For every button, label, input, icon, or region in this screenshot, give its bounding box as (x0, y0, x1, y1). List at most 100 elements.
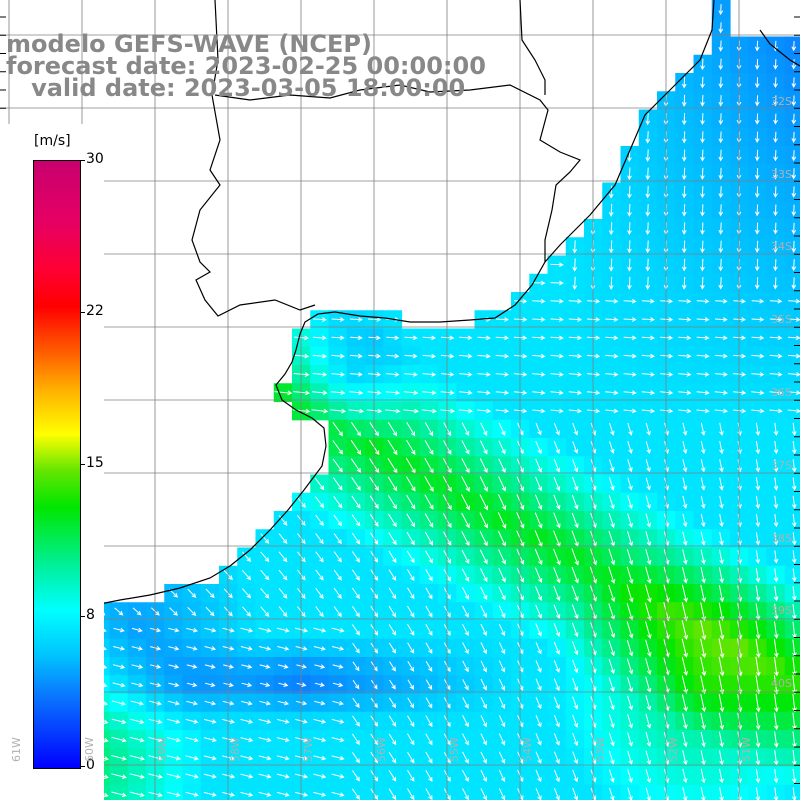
wind-arrow (755, 422, 761, 437)
wind-arrow (258, 791, 272, 797)
wind-arrow (535, 751, 542, 764)
wind-arrow (462, 623, 469, 637)
wind-arrow (623, 353, 637, 359)
wind-cell (182, 784, 202, 800)
wind-arrow (773, 787, 779, 800)
wind-arrow (572, 476, 579, 492)
wind-cell (255, 784, 275, 800)
wind-arrow (313, 627, 327, 633)
wind-arrow (627, 422, 633, 436)
wind-cell (784, 164, 800, 184)
wind-arrow (477, 335, 491, 341)
wind-arrow (773, 59, 778, 70)
border-river-uruguay (191, 0, 316, 317)
wind-arrow (498, 567, 506, 583)
wind-arrow (312, 335, 327, 341)
wind-arrow (313, 646, 326, 651)
wind-arrow (313, 737, 327, 743)
wind-arrow (331, 646, 345, 651)
wind-arrow (422, 335, 437, 341)
wind-arrow (568, 298, 583, 304)
wind-arrow (129, 791, 145, 798)
wind-arrow (700, 167, 705, 180)
wind-arrow (550, 335, 564, 341)
wind-arrow (682, 459, 688, 473)
wind-arrow (553, 678, 560, 692)
wind-cell (365, 784, 384, 800)
wind-arrow (498, 678, 506, 691)
wind-arrow (605, 390, 619, 395)
wind-arrow (241, 551, 252, 562)
wind-arrow (462, 679, 469, 691)
wind-arrow (460, 494, 470, 511)
wind-arrow (718, 113, 724, 125)
wind-arrow (572, 769, 579, 783)
wind-arrow (131, 627, 143, 633)
wind-arrow (645, 531, 652, 547)
wind-arrow (479, 549, 488, 565)
wind-arrow (276, 755, 290, 761)
wind-cell (310, 784, 330, 800)
wind-arrow (700, 440, 706, 455)
wind-arrow (755, 712, 761, 731)
wind-arrow (203, 773, 217, 779)
wind-arrow (754, 168, 760, 180)
wind-arrow (534, 567, 543, 584)
wind-arrow (791, 59, 797, 70)
wind-arrow (792, 639, 797, 658)
wind-arrow (641, 317, 655, 322)
wind-arrow (718, 58, 724, 71)
wind-arrow (204, 627, 217, 633)
wind-arrow (498, 476, 506, 492)
wind-arrow (791, 550, 797, 564)
wind-arrow (608, 750, 615, 765)
wind-arrow (535, 586, 543, 601)
colorbar-tickmark (80, 616, 85, 617)
wind-arrow (535, 604, 542, 619)
wind-cell (529, 784, 549, 800)
wind-arrow (608, 714, 615, 729)
wind-arrow (407, 605, 415, 618)
wind-arrow (240, 737, 254, 743)
wind-cell (693, 784, 713, 800)
wind-arrow (791, 204, 797, 217)
wind-arrow (719, 441, 724, 455)
wind-arrow (186, 700, 199, 706)
wind-arrow (682, 787, 688, 800)
wind-arrow (681, 204, 687, 217)
wind-arrow (751, 298, 765, 304)
wind-cell (584, 784, 603, 800)
wind-cell (784, 492, 800, 512)
wind-arrow (623, 298, 637, 304)
wind-arrow (627, 787, 633, 800)
wind-arrow (535, 715, 542, 728)
wind-arrow (352, 715, 360, 727)
wind-arrow (425, 624, 433, 636)
wind-cell (784, 693, 800, 713)
wind-arrow (203, 755, 217, 761)
wind-arrow (791, 495, 797, 510)
wind-arrow (681, 131, 687, 144)
wind-arrow (553, 567, 561, 584)
wind-arrow (331, 737, 345, 743)
wind-arrow (719, 477, 724, 491)
wind-cell (200, 784, 220, 800)
wind-arrow (700, 549, 706, 565)
wind-arrow (773, 95, 778, 107)
wind-arrow (769, 335, 783, 341)
wind-arrow (553, 660, 560, 673)
wind-arrow (461, 440, 470, 455)
wind-arrow (755, 513, 761, 528)
wind-arrow (700, 750, 706, 766)
wind-arrow (462, 642, 469, 655)
wind-arrow (700, 76, 705, 89)
wind-arrow (791, 113, 797, 125)
wind-cell (511, 784, 530, 800)
wind-arrow (462, 697, 469, 709)
wind-arrow (605, 317, 619, 322)
wind-arrow (331, 718, 345, 724)
wind-arrow (553, 494, 561, 510)
wind-arrow (348, 408, 365, 414)
wind-arrow (240, 755, 254, 761)
wind-arrow (627, 495, 633, 510)
